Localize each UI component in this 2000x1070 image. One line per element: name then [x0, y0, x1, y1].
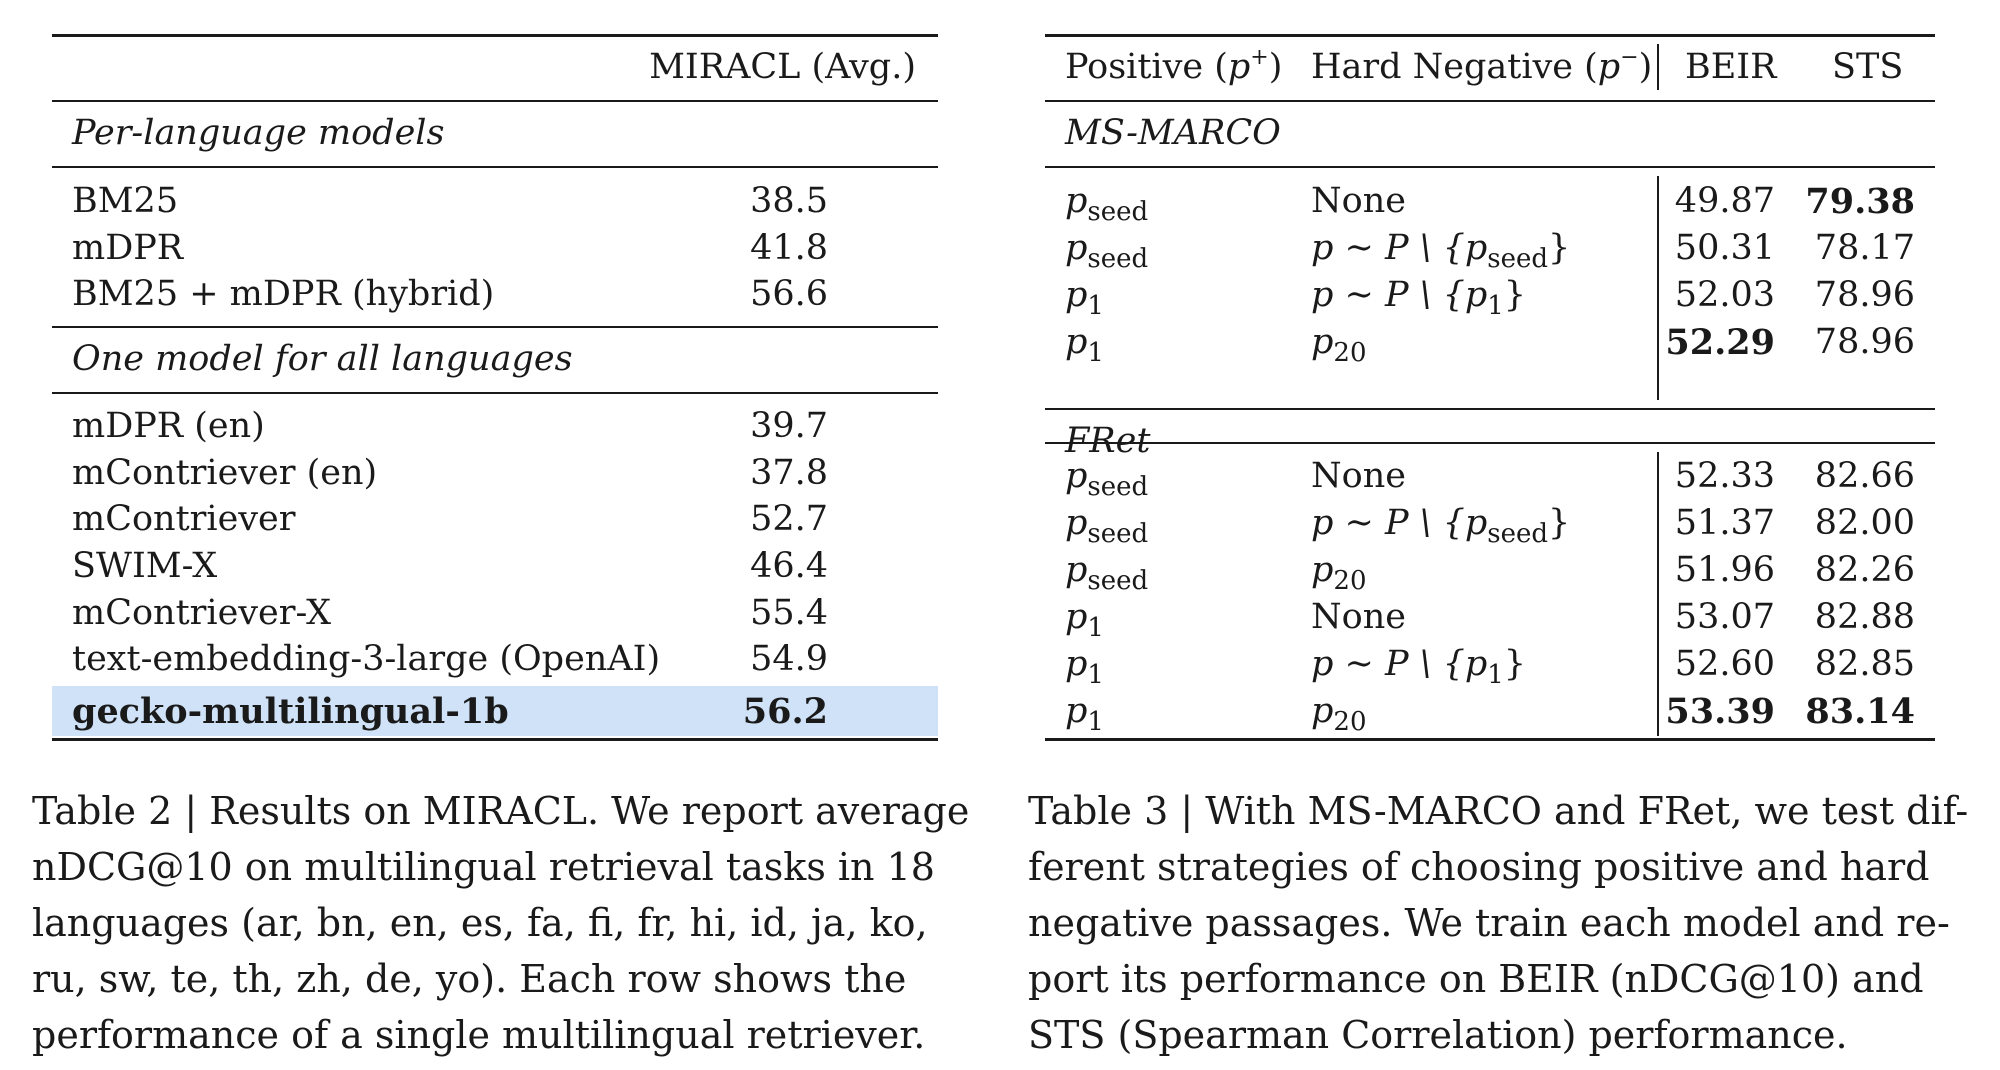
beir-score: 51.37 — [1674, 503, 1775, 543]
beir-score: 52.29 — [1665, 322, 1775, 363]
column-header-miracl: MIRACL (Avg.) — [649, 47, 916, 87]
table-2: MIRACL (Avg.) Per-language models BM25 3… — [52, 34, 938, 744]
caption-line: languages (ar, bn, en, es, fa, fi, fr, h… — [32, 901, 928, 945]
caption-line: ru, sw, te, th, zh, de, yo). Each row sh… — [32, 957, 907, 1001]
section-vertical-rule — [1657, 452, 1659, 736]
section-vertical-rule — [1657, 176, 1659, 400]
bottom-rule — [52, 738, 938, 741]
sts-score: 82.00 — [1814, 503, 1915, 543]
section-rule — [52, 326, 938, 328]
beir-score: 51.96 — [1674, 550, 1775, 590]
hard-negative-cell: p20 — [1311, 691, 1367, 737]
positive-cell: pseed — [1065, 228, 1149, 274]
beir-score: 52.60 — [1674, 644, 1775, 684]
table-row-model: mContriever — [72, 499, 296, 539]
sts-score: 83.14 — [1805, 691, 1915, 732]
beir-score: 49.87 — [1674, 181, 1775, 221]
positive-cell: p1 — [1065, 597, 1104, 643]
sts-score: 82.26 — [1814, 550, 1915, 590]
caption-line: port its performance on BEIR (nDCG@10) a… — [1028, 957, 1924, 1001]
table-row-model: mDPR — [72, 228, 184, 268]
table-row-score: 41.8 — [750, 228, 828, 268]
table-row-score: 37.8 — [750, 453, 828, 493]
caption-line: negative passages. We train each model a… — [1028, 901, 1950, 945]
header-rule — [52, 100, 938, 102]
positive-cell: pseed — [1065, 456, 1149, 502]
positive-cell: p1 — [1065, 691, 1104, 737]
caption-line: ferent strategies of choosing positive a… — [1028, 845, 1930, 889]
table-row-score: 56.6 — [750, 274, 828, 314]
hard-negative-cell: p20 — [1311, 322, 1367, 368]
column-header-sts: STS — [1832, 47, 1904, 87]
positive-cell: p1 — [1065, 275, 1104, 321]
table-row-score: 54.9 — [750, 639, 828, 679]
highlight-row-bg — [52, 686, 938, 736]
caption-line: performance of a single multilingual ret… — [32, 1013, 926, 1057]
table-row-score: 52.7 — [750, 499, 828, 539]
sts-score: 78.17 — [1814, 228, 1915, 268]
section-title: FRet — [1065, 421, 1151, 461]
positive-cell: pseed — [1065, 503, 1149, 549]
positive-cell: p1 — [1065, 644, 1104, 690]
caption-line: Table 2 | Results on MIRACL. We report a… — [32, 789, 970, 833]
table-row-score: 39.7 — [750, 406, 828, 446]
section-rule — [1045, 408, 1935, 410]
section-rule-fret — [1045, 442, 1935, 444]
table-3: Positive (p+) Hard Negative (p−) BEIR ST… — [1045, 34, 1935, 744]
sts-score: 82.85 — [1814, 644, 1915, 684]
table-row-model: mContriever (en) — [72, 453, 378, 493]
header-vertical-rule — [1657, 44, 1659, 90]
positive-cell: p1 — [1065, 322, 1104, 368]
hard-negative-cell: None — [1311, 597, 1406, 637]
section-rule — [1045, 166, 1935, 168]
beir-score: 52.33 — [1674, 456, 1775, 496]
sts-score: 79.38 — [1805, 181, 1915, 222]
positive-cell: pseed — [1065, 550, 1149, 596]
hard-negative-cell: None — [1311, 181, 1406, 221]
beir-score: 52.03 — [1674, 275, 1775, 315]
table-3-caption: Table 3 | With MS-MARCO and FRet, we tes… — [1028, 783, 1978, 1063]
table-row-model: mContriever-X — [72, 593, 331, 633]
bottom-rule — [1045, 738, 1935, 741]
sts-score: 82.88 — [1814, 597, 1915, 637]
table-row-score-highlighted: 56.2 — [742, 691, 828, 732]
table-row-model: mDPR (en) — [72, 406, 265, 446]
hard-negative-cell: p ∼ P \ {pseed} — [1311, 503, 1571, 549]
sts-score: 78.96 — [1814, 275, 1915, 315]
hard-negative-cell: p ∼ P \ {pseed} — [1311, 228, 1571, 274]
table-row-model: SWIM-X — [72, 546, 218, 586]
sts-score: 78.96 — [1814, 322, 1915, 362]
caption-line: Table 3 | With MS-MARCO and FRet, we tes… — [1028, 789, 1969, 833]
positive-cell: pseed — [1065, 181, 1149, 227]
hard-negative-cell: None — [1311, 456, 1406, 496]
table-row-model: BM25 — [72, 181, 179, 221]
hard-negative-cell: p20 — [1311, 550, 1367, 596]
section-rule — [52, 392, 938, 394]
hard-negative-cell: p ∼ P \ {p1} — [1311, 644, 1527, 690]
hard-negative-cell: p ∼ P \ {p1} — [1311, 275, 1527, 321]
beir-score: 50.31 — [1674, 228, 1775, 268]
section-title: One model for all languages — [72, 339, 573, 379]
table-row-score: 38.5 — [750, 181, 828, 221]
caption-line: nDCG@10 on multilingual retrieval tasks … — [32, 845, 935, 889]
table-row-score: 55.4 — [750, 593, 828, 633]
beir-score: 53.39 — [1665, 691, 1775, 732]
column-header-hard-negative: Hard Negative (p−) — [1311, 45, 1653, 87]
table-2-caption: Table 2 | Results on MIRACL. We report a… — [32, 783, 982, 1063]
caption-line: STS (Spearman Correlation) performance. — [1028, 1013, 1848, 1057]
table-row-model: text-embedding-3-large (OpenAI) — [72, 639, 661, 679]
top-rule — [52, 34, 938, 37]
top-rule — [1045, 34, 1935, 37]
header-rule — [1045, 100, 1935, 102]
table-row-model: BM25 + mDPR (hybrid) — [72, 274, 495, 314]
table-row-model-highlighted: gecko-multilingual-1b — [72, 691, 509, 732]
sts-score: 82.66 — [1814, 456, 1915, 496]
section-rule — [52, 166, 938, 168]
column-header-beir: BEIR — [1685, 47, 1777, 87]
section-title: MS-MARCO — [1065, 113, 1281, 153]
column-header-positive: Positive (p+) — [1065, 45, 1283, 87]
section-title: Per-language models — [72, 113, 445, 153]
table-row-score: 46.4 — [750, 546, 828, 586]
beir-score: 53.07 — [1674, 597, 1775, 637]
